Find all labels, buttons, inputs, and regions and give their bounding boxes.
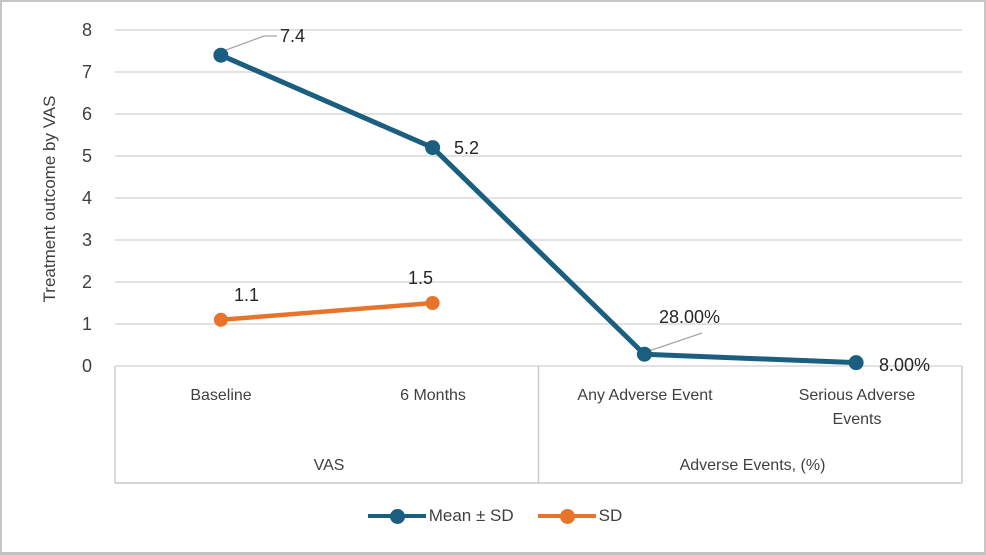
x-group-label: VAS (313, 457, 345, 474)
legend-label: Mean ± SD (428, 506, 514, 525)
y-tick-label: 0 (81, 356, 92, 376)
y-tick-label: 2 (81, 272, 92, 292)
data-label: 1.1 (234, 285, 260, 305)
y-tick-label: 6 (81, 104, 92, 124)
y-tick-label: 5 (81, 146, 92, 166)
data-label: 28.00% (659, 307, 721, 327)
y-tick-label: 4 (81, 188, 92, 208)
x-category-label: 6 Months (400, 387, 466, 404)
line-marker-icon (537, 508, 596, 524)
legend: Mean ± SD SD (2, 506, 984, 526)
data-label: 7.4 (280, 26, 306, 46)
data-label: 8.00% (879, 355, 931, 375)
y-tick-label: 3 (81, 230, 92, 250)
data-label: 1.5 (408, 268, 434, 288)
x-group-label: Adverse Events, (%) (679, 457, 826, 474)
line-marker-icon (367, 508, 426, 524)
legend-item-sd: SD (537, 506, 623, 526)
y-tick-label: 8 (81, 20, 92, 40)
data-label: 5.2 (454, 138, 480, 158)
y-tick-label: 7 (81, 62, 92, 82)
x-category-label: Baseline (190, 387, 252, 404)
x-category-label: Any Adverse Event (577, 387, 713, 404)
legend-item-mean-sd: Mean ± SD (367, 506, 514, 526)
y-tick-label: 1 (81, 314, 92, 334)
x-category-label: Serious Adverse Events (798, 387, 916, 428)
legend-label: SD (598, 506, 623, 525)
